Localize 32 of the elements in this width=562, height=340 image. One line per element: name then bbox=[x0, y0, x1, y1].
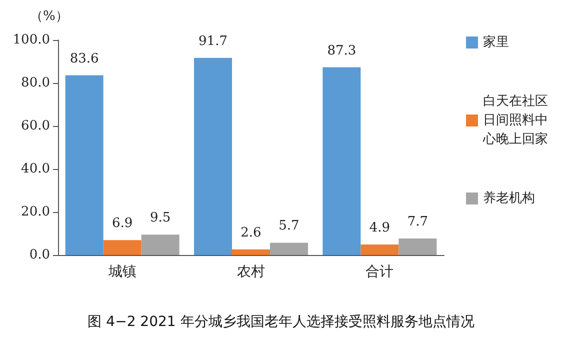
bar bbox=[194, 58, 232, 255]
data-label: 4.9 bbox=[369, 220, 390, 236]
data-label: 6.9 bbox=[112, 216, 133, 232]
legend-label: 家里 bbox=[483, 34, 509, 50]
bar bbox=[270, 242, 308, 255]
data-label: 91.7 bbox=[198, 34, 228, 49]
text: 图 4−2 2021 年分城乡我国老年人选择接受照料服务地点情况 bbox=[88, 314, 474, 330]
y-tick-label: 80.0 bbox=[21, 76, 50, 90]
legend-label: 白天在社区日间照料中心晚上回家 bbox=[482, 94, 548, 147]
x-tick-label: 城镇 bbox=[107, 264, 136, 280]
data-label: 87.3 bbox=[327, 43, 356, 58]
legend-label: 养老机构 bbox=[483, 190, 535, 206]
y-axis-title: （%） bbox=[30, 9, 68, 24]
data-label: 7.7 bbox=[407, 214, 428, 230]
y-tick-label: 40.0 bbox=[21, 162, 50, 176]
bar bbox=[141, 234, 180, 255]
x-tick-label: 合计 bbox=[366, 264, 394, 280]
y-tick-label: 60.0 bbox=[21, 118, 50, 134]
bar bbox=[232, 249, 270, 255]
bar bbox=[360, 244, 399, 255]
y-tick-label: 100.0 bbox=[12, 32, 50, 48]
bar bbox=[103, 240, 142, 255]
data-label: 9.5 bbox=[150, 210, 171, 226]
data-label: 2.6 bbox=[240, 225, 262, 240]
data-label: 83.6 bbox=[70, 51, 99, 66]
x-tick-label: 农村 bbox=[237, 264, 265, 280]
bar bbox=[322, 67, 361, 255]
data-label: 5.7 bbox=[278, 218, 300, 234]
bar bbox=[398, 238, 437, 255]
bar bbox=[65, 75, 104, 255]
y-tick-label: 0.0 bbox=[29, 248, 50, 262]
y-tick-label: 20.0 bbox=[21, 204, 50, 220]
